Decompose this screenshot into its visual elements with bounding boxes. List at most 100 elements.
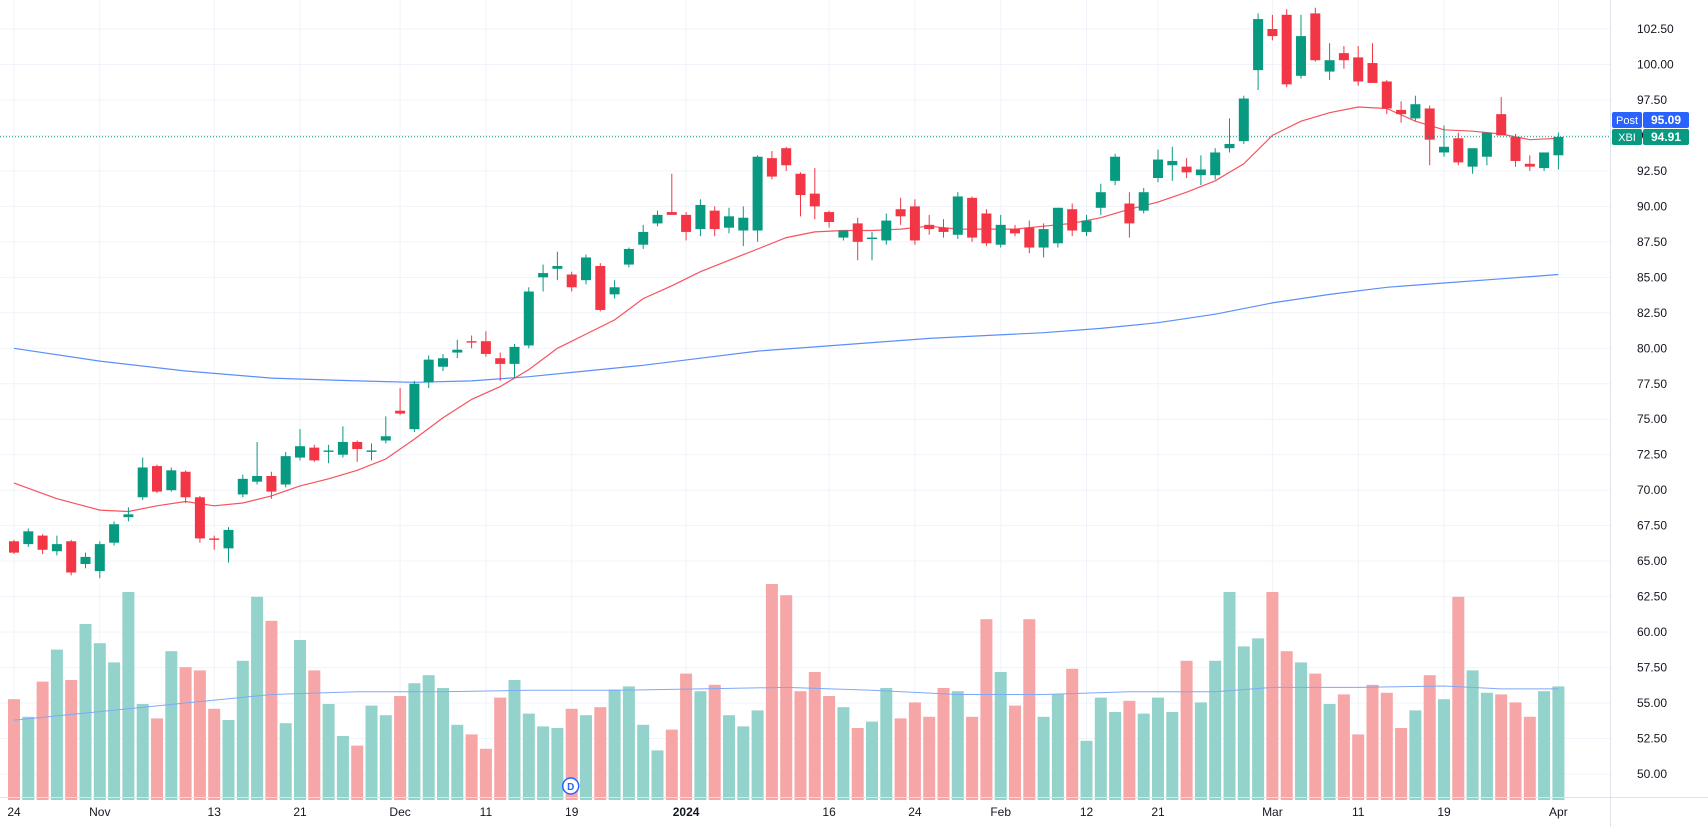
post-price-tag-value-box (1643, 112, 1689, 128)
candle-body (452, 349, 463, 353)
volume-bar (1509, 702, 1522, 800)
price-axis-label: 65.00 (1637, 554, 1667, 568)
volume-bar (294, 640, 306, 800)
price-axis-label: 67.50 (1637, 519, 1667, 533)
volume-bar (265, 620, 278, 800)
candle-body (909, 206, 920, 241)
candle-body (609, 287, 620, 295)
time-axis-label: 21 (293, 805, 307, 819)
candle-body (623, 248, 634, 265)
volume-bar (451, 724, 464, 800)
candle-body (109, 524, 120, 543)
candle-body (152, 466, 162, 492)
volume-bar (1037, 716, 1050, 800)
candle-body (309, 447, 320, 461)
volume-bar (236, 660, 249, 800)
candle-body (681, 214, 692, 232)
candle-body (380, 436, 391, 441)
volume-bar (1538, 691, 1551, 800)
volume-bar (708, 684, 721, 800)
volume-bar (336, 736, 349, 800)
last-price-tag-label: XBI (1618, 132, 1636, 144)
volume-bar (508, 680, 521, 800)
volume-bar (951, 691, 964, 800)
candle-body (1253, 19, 1264, 71)
candle-body (1539, 152, 1550, 169)
candle-body (666, 212, 677, 215)
candle-body (166, 470, 177, 491)
price-axis-label: 77.50 (1637, 377, 1667, 391)
volume-bar (694, 691, 707, 800)
volume-bar (1395, 728, 1408, 800)
candle-body (1496, 114, 1507, 136)
candle-body (1038, 229, 1049, 248)
candle-body (981, 213, 992, 244)
moving-averages (13, 106, 1559, 721)
candle-body (1138, 192, 1149, 211)
candle-body (1510, 136, 1521, 161)
volume-bar (880, 688, 893, 800)
candle-body (323, 450, 334, 452)
volume-bar (522, 713, 535, 800)
candle-body (738, 217, 749, 231)
volume-bar (1452, 596, 1465, 800)
candle-body (51, 544, 62, 552)
volume-bar (551, 728, 564, 800)
volume-bar (1194, 702, 1207, 800)
candle-body (1067, 209, 1078, 231)
time-axis-label: 12 (1080, 805, 1094, 819)
price-axis-label: 90.00 (1637, 199, 1667, 213)
volume-bar (208, 708, 221, 800)
post-price-tag-label-box (1612, 112, 1642, 128)
time-axis-label: 19 (1437, 805, 1451, 819)
candle-body (595, 265, 606, 310)
candle-body (967, 197, 978, 238)
candle-body (538, 273, 549, 278)
volume-bar (1152, 697, 1164, 800)
volume-bar (322, 704, 335, 800)
last-price-tag-value-box (1643, 129, 1689, 145)
time-axis-label: Dec (389, 805, 410, 819)
candle-body (1439, 146, 1449, 153)
candle-body (280, 456, 291, 485)
volume-bar (1495, 694, 1508, 800)
volume-bar (1409, 710, 1422, 800)
price-axis-label: 82.50 (1637, 306, 1667, 320)
volume-bar (866, 721, 878, 800)
price-axis-label: 72.50 (1637, 448, 1667, 462)
time-axis[interactable]: 24 Nov 13 21 Dec 11 19 2024 16 24 Feb 12 21 Mar 11 19 Ap… (7, 805, 1567, 819)
post-price-tag-label: Post (1616, 115, 1638, 127)
candle-body (295, 446, 305, 458)
volume-bar (1166, 712, 1179, 800)
volume-bar (1352, 734, 1365, 800)
volume-bar (351, 745, 364, 800)
volume-bar (279, 723, 292, 800)
volume-bar (1380, 692, 1393, 800)
long-moving-average-line (13, 273, 1559, 383)
volume-bar (1009, 705, 1021, 800)
price-axis[interactable]: 102.50100.0097.5095.0092.5090.0087.5085.… (1637, 22, 1674, 781)
candle-body (1281, 14, 1292, 85)
candle-body (1296, 36, 1306, 76)
volume-bar (394, 696, 407, 800)
candle-body (566, 274, 577, 288)
candle-body (1224, 143, 1235, 149)
time-axis-label: 19 (565, 805, 579, 819)
volume-bar (108, 662, 121, 800)
volume-bar (193, 670, 206, 800)
candle-body (523, 291, 534, 346)
candle-body (1110, 156, 1121, 181)
volume-bar (1051, 694, 1064, 800)
volume-bar (1280, 651, 1293, 800)
time-axis-label: Nov (89, 805, 110, 819)
volume-bar (8, 699, 20, 800)
candle-body (1052, 207, 1063, 244)
last-price-tag: XBI 94.91 (1612, 129, 1689, 145)
candle-body (1453, 138, 1464, 163)
candlesticks (9, 7, 1564, 579)
candle-body (809, 193, 820, 207)
volume-bar (1223, 592, 1236, 800)
price-axis-label: 57.50 (1637, 661, 1667, 675)
volume-bar (36, 681, 49, 800)
